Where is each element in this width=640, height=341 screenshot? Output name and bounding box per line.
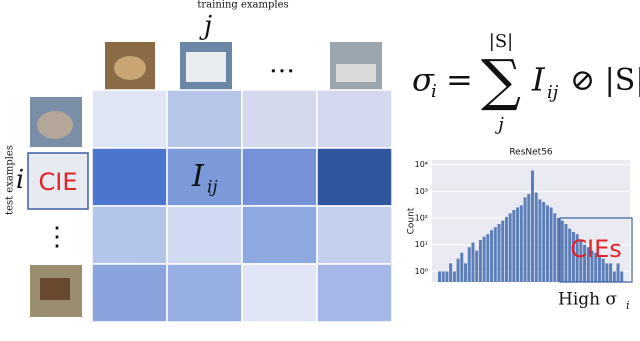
formula-sum-over: |S| [489, 31, 513, 52]
bar [509, 213, 512, 282]
bar [538, 199, 541, 282]
bar [464, 263, 467, 282]
bar [494, 227, 497, 282]
bar [498, 224, 501, 282]
matrix-cell [242, 90, 317, 148]
bar [553, 213, 556, 282]
bar [479, 240, 482, 282]
bar [505, 217, 508, 282]
histogram-title: ResNet56 [509, 148, 553, 158]
matrix-cell [317, 206, 392, 264]
matrix-cell [242, 206, 317, 264]
formula-term: I [531, 61, 546, 99]
dots: ⋮ [44, 222, 70, 252]
bar [445, 271, 448, 282]
bar [564, 224, 567, 282]
bar [453, 271, 456, 282]
matrix-cell [242, 148, 317, 206]
bar [438, 271, 441, 282]
matrix-cell [167, 90, 242, 148]
bar [605, 263, 608, 282]
y-tick-label: 10¹ [415, 240, 428, 249]
bar [490, 230, 493, 282]
bar [546, 205, 549, 282]
formula-sum: ∑ [481, 49, 521, 114]
thumbnail-detail [114, 56, 146, 80]
matrix-cell [317, 90, 392, 148]
formula-op: ⊘ |S| [570, 63, 640, 98]
j-index: j [199, 11, 212, 41]
matrix-cell [92, 90, 167, 148]
thumbnail-detail [186, 52, 226, 82]
bar [531, 171, 534, 282]
thumbnail-detail [40, 278, 70, 300]
bar [486, 234, 489, 282]
bar [457, 259, 460, 282]
bar [520, 205, 523, 282]
matrix-cell [92, 264, 167, 322]
bar [550, 207, 553, 282]
bar [471, 243, 474, 282]
y-tick-label: 10³ [415, 187, 428, 196]
bar [542, 202, 545, 282]
i-index: i [16, 165, 24, 195]
matrix-cell [167, 264, 242, 322]
bar [613, 271, 616, 282]
bar [609, 263, 612, 282]
dots: … [269, 49, 295, 79]
formula: σi=∑|S|jIij⊘ |S| [412, 31, 640, 135]
bar [475, 251, 478, 282]
bar [620, 271, 623, 282]
training-label: training examples [197, 0, 288, 11]
bar [468, 247, 471, 282]
test-label: test examples [5, 145, 16, 215]
y-tick-label: 10² [415, 214, 428, 223]
bar [460, 253, 463, 282]
bar [512, 210, 515, 282]
formula-eq: = [446, 61, 473, 99]
bar [524, 197, 527, 282]
bar [527, 194, 530, 282]
thumbnail-detail [37, 111, 73, 139]
influence-matrix: Iij [92, 90, 392, 322]
matrix-cell [92, 148, 167, 206]
caption-sub: i [626, 299, 630, 312]
bar [535, 193, 538, 282]
cie-label: CIE [39, 168, 78, 196]
bar [442, 271, 445, 282]
cell-label-sub: ij [207, 178, 218, 198]
matrix-cell [242, 264, 317, 322]
bar [617, 263, 620, 282]
train-thumbnails [105, 42, 382, 90]
bar [561, 221, 564, 282]
bar [449, 263, 452, 282]
y-tick-label: 10⁰ [415, 267, 428, 276]
cell-label: I [191, 159, 205, 194]
formula-term-sub: ij [547, 82, 559, 103]
matrix-cell [317, 148, 392, 206]
highlight-label: CIEs [570, 235, 622, 263]
matrix-cell [92, 206, 167, 264]
bar [501, 221, 504, 282]
bar [516, 207, 519, 282]
formula-sum-under: j [494, 114, 504, 135]
histogram: 10⁰ 10¹ 10² 10³ 10⁴ ResNet56 Count CIEs High σ i [407, 148, 633, 313]
y-tick-label: 10⁴ [415, 160, 428, 169]
test-thumbnails [28, 97, 88, 317]
y-axis-label: Count [407, 207, 417, 234]
matrix-cell [167, 148, 242, 206]
matrix-cell [317, 264, 392, 322]
thumbnail-detail [336, 64, 376, 82]
formula-lhs-sub: i [431, 81, 437, 102]
caption: High σ [558, 290, 617, 310]
matrix-cell [167, 206, 242, 264]
bar [483, 237, 486, 282]
